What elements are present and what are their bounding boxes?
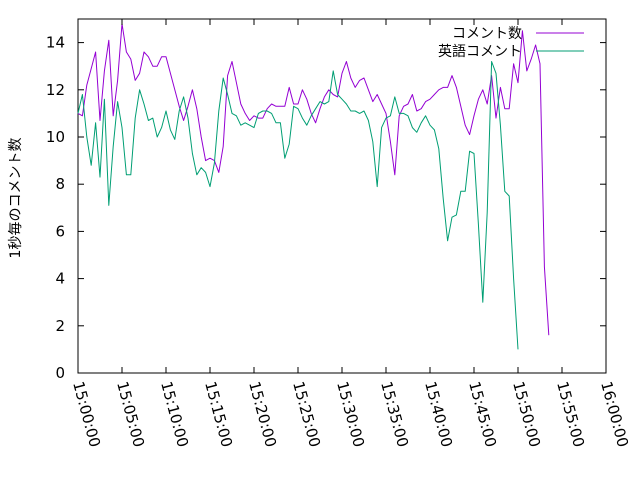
series-layer xyxy=(77,23,550,350)
y-axis-ticks: 0 2 4 6 8 10 12 14 xyxy=(46,34,606,382)
series-line-1 xyxy=(77,23,550,336)
x-tick-label: 15:40:00 xyxy=(421,379,456,449)
x-tick-label: 15:45:00 xyxy=(465,379,500,449)
x-tick-label: 15:00:00 xyxy=(69,379,104,449)
y-tick-label: 4 xyxy=(55,270,65,288)
x-tick-label: 15:05:00 xyxy=(113,379,148,449)
legend-label-1: コメント数 xyxy=(452,26,522,42)
x-tick-label: 15:20:00 xyxy=(245,379,280,449)
x-tick-label: 15:35:00 xyxy=(377,379,412,449)
x-tick-label: 16:00:00 xyxy=(597,379,632,449)
legend-label-2: 英語コメント xyxy=(438,43,522,60)
y-tick-label: 12 xyxy=(46,81,65,99)
y-tick-label: 10 xyxy=(46,128,65,146)
y-tick-label: 6 xyxy=(55,222,65,240)
x-tick-label: 15:25:00 xyxy=(289,379,324,449)
y-tick-label: 8 xyxy=(55,175,65,193)
x-tick-label: 15:50:00 xyxy=(509,379,544,449)
y-tick-label: 2 xyxy=(55,317,65,335)
x-tick-label: 15:55:00 xyxy=(553,379,588,449)
x-tick-label: 15:10:00 xyxy=(157,379,192,449)
y-tick-label: 14 xyxy=(46,34,65,52)
series-line-2 xyxy=(77,61,519,350)
x-tick-label: 15:15:00 xyxy=(201,379,236,449)
x-axis-ticks: 15:00:00 15:05:00 15:10:00 15:15:00 15:20:00… xyxy=(69,19,632,449)
y-tick-label: 0 xyxy=(55,364,65,382)
x-tick-label: 15:30:00 xyxy=(333,379,368,449)
y-axis-label: 1秒毎のコメント数 xyxy=(8,138,24,259)
